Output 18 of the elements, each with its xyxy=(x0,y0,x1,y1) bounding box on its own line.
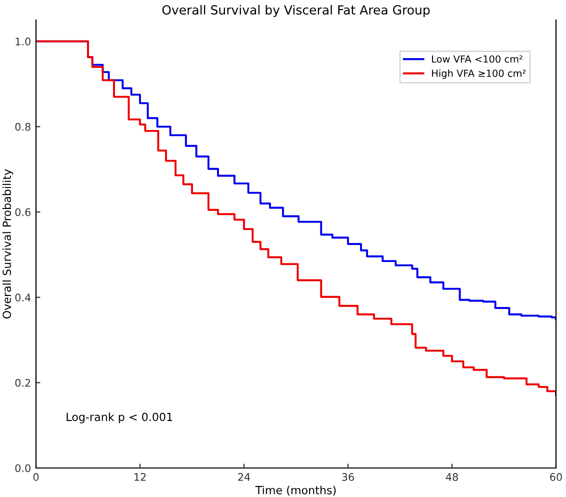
x-axis-title: Time (months) xyxy=(255,486,336,496)
y-tick-label: 0.8 xyxy=(15,122,30,131)
x-tick-label: 12 xyxy=(134,473,146,481)
x-tick-label: 0 xyxy=(33,473,39,481)
legend-label: Low VFA <100 cm² xyxy=(432,55,522,63)
x-tick-label: 36 xyxy=(342,473,354,481)
y-tick-label: 0.4 xyxy=(15,294,31,302)
legend-label: High VFA ≥100 cm² xyxy=(432,69,526,79)
y-tick-label: 0.6 xyxy=(15,208,30,216)
annotation: Log-rank p < 0.001 xyxy=(66,412,172,424)
x-tick-label: 60 xyxy=(550,473,562,481)
y-tick-label: 1.0 xyxy=(16,38,30,46)
y-axis-title: Overall Survival Probability xyxy=(2,169,14,319)
x-tick-label: 48 xyxy=(446,473,458,481)
y-tick-label: 0.0 xyxy=(15,464,30,472)
chart-title: Overall Survival by Visceral Fat Area Group xyxy=(162,4,430,18)
x-tick-label: 24 xyxy=(238,473,250,481)
y-tick-label: 0.2 xyxy=(15,378,30,387)
